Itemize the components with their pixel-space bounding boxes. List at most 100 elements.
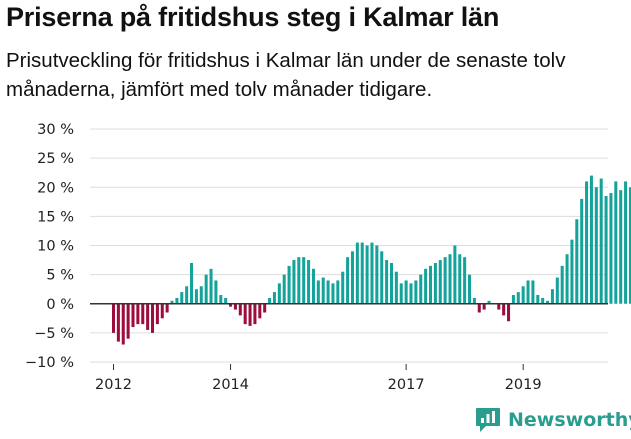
bar [497,303,501,310]
bar [170,300,174,304]
bar [287,265,291,304]
bar [146,303,150,330]
bar [570,239,574,304]
bar [321,277,325,304]
bar [360,242,364,304]
bar [263,303,267,313]
bar [546,300,550,304]
bar [541,297,545,304]
bar [585,181,589,304]
x-axis-ticks: 201220142017201920222024 [95,364,542,393]
bar [155,303,159,325]
bar [414,280,418,304]
bar [282,274,286,304]
bar [268,297,272,304]
bar [453,245,457,304]
bar [385,260,389,304]
bar [199,286,203,304]
bar [136,303,140,325]
x-tick-label: 2014 [212,377,249,393]
y-tick-label: −5 % [34,326,74,342]
bar [346,257,350,304]
bar [175,297,179,304]
bar [272,292,276,304]
bar [404,280,408,304]
y-axis-ticks: −10 % −5 % 0 % 5 % 10 % 15 % 20 % 25 % 30 % [25,122,74,371]
bar [477,303,481,313]
bar [555,277,559,304]
brand-name: Newsworthy [508,409,631,431]
bar [253,303,257,325]
bar [307,260,311,304]
bar [336,280,340,304]
bar [428,265,433,304]
bar [389,262,393,304]
bar [297,257,301,304]
bar [507,303,511,322]
bar [121,303,125,345]
bar [165,303,169,313]
bar [126,303,130,339]
chart-subtitle: Prisutveckling för fritidshus i Kalmar l… [6,49,566,101]
bar [185,286,189,304]
bar [614,181,618,304]
y-tick-label: −10 % [25,355,74,371]
bar [204,274,208,304]
grid-lines [90,128,608,363]
y-tick-label: 15 % [37,209,74,225]
bar [209,268,213,304]
bar [355,242,359,304]
bar [624,181,628,304]
bar [292,260,296,304]
bar [468,274,472,304]
bar [409,283,413,304]
newsworthy-logo-icon [476,408,500,432]
bar [575,219,579,304]
brand-logo: Newsworthy [474,406,631,434]
y-tick-label: 30 % [37,122,74,138]
bars [111,175,631,345]
bar [277,283,281,304]
x-tick-label: 2017 [388,377,425,393]
bar [628,187,631,304]
bar [316,280,320,304]
bar [224,297,228,304]
bar [594,187,598,304]
bar [116,303,120,342]
bar [589,175,593,304]
bar [516,292,520,304]
bar [526,280,530,304]
x-tick-label: 2019 [505,377,542,393]
bar [370,242,374,304]
bar [458,254,462,304]
x-tick-label: 2012 [95,377,132,393]
bar [131,303,135,328]
bar [399,283,403,304]
bar [604,195,608,304]
bar [180,292,184,304]
bar [599,178,603,304]
bar [565,254,569,304]
bar [258,303,262,319]
bar [380,251,384,304]
bar [609,193,613,304]
bar [550,289,554,304]
bar [438,260,442,304]
bar [350,251,354,304]
bar [229,303,233,307]
bar [531,280,535,304]
bar [419,274,423,304]
chart-title: Priserna på fritidshus steg i Kalmar län [6,2,500,32]
bar [463,257,467,304]
bar [326,280,330,304]
bar [580,198,584,304]
bar [238,303,242,316]
bar [502,303,506,316]
bar [248,303,252,326]
bar [472,297,476,304]
y-tick-label: 25 % [37,151,74,167]
bar [619,190,623,304]
bar [151,303,155,333]
bar [243,303,247,325]
bar [375,245,379,304]
